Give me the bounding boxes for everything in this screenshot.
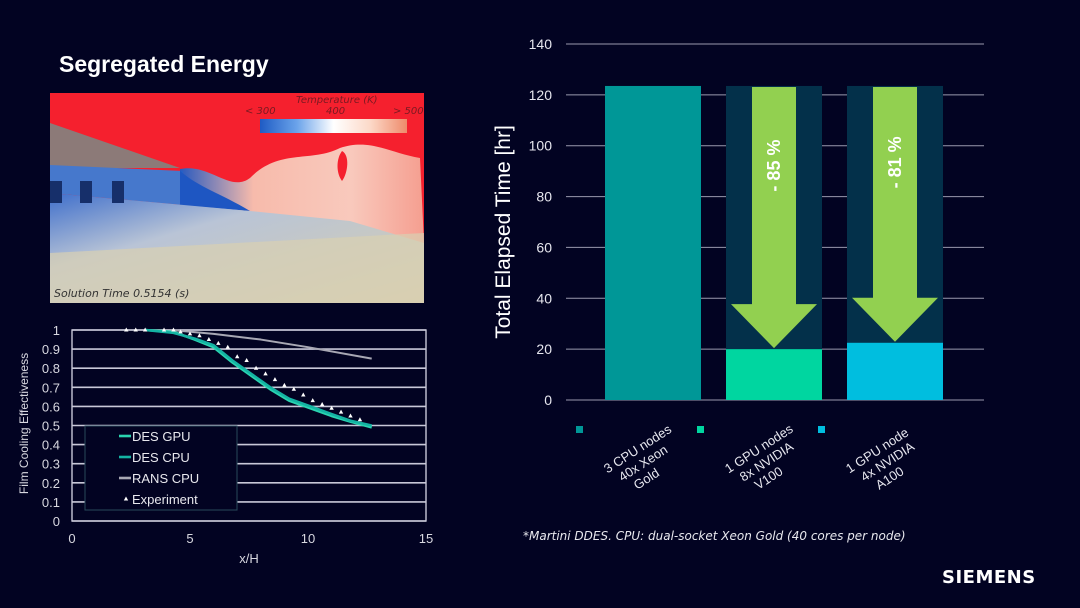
bar-3 — [847, 342, 943, 400]
experiment-point — [319, 401, 325, 406]
legend-label: DES CPU — [132, 450, 190, 465]
y-tick-label: 120 — [529, 87, 553, 103]
slide-title: Segregated Energy — [59, 51, 269, 77]
reduction-label: - 85 % — [764, 140, 784, 192]
x-tick-label: 0 — [68, 531, 75, 546]
y-tick-label: 0.4 — [42, 438, 60, 453]
experiment-point — [291, 386, 297, 391]
y-tick-label: 20 — [536, 341, 552, 357]
plot-frame — [71, 329, 427, 522]
experiment-point — [253, 365, 259, 370]
reduction-arrow — [731, 86, 817, 349]
simulation-image: Temperature (K) < 300 400 > 500 Solution… — [50, 93, 424, 303]
experiment-point — [216, 340, 221, 345]
legend: DES GPU DES CPU RANS CPU Experiment — [84, 425, 238, 511]
series-line-rans-cpu — [171, 329, 372, 360]
y-tick-label: 0.2 — [42, 476, 60, 491]
bar-1 — [605, 85, 701, 400]
colorbar-label-min: < 300 — [245, 106, 276, 117]
legend-marker — [123, 496, 129, 501]
experiment-point — [263, 371, 268, 376]
colorbar-title: Temperature (K) — [296, 95, 378, 106]
experiment-point — [142, 327, 148, 332]
legend-box — [84, 425, 238, 511]
y-tick-label: 0.3 — [42, 457, 60, 472]
experiment-point — [225, 344, 230, 349]
reduction-arrow — [852, 86, 938, 342]
y-tick-label: 60 — [536, 239, 552, 255]
x-tick-label: 10 — [301, 531, 315, 546]
y-tick-label: 0.1 — [42, 495, 60, 510]
legend-label: Experiment — [132, 492, 198, 507]
experiment-point — [282, 382, 287, 387]
experiment-point — [171, 327, 176, 332]
experiment-point — [244, 358, 249, 363]
legend-label: DES GPU — [132, 429, 191, 444]
y-tick-label: 80 — [536, 189, 552, 205]
legend-label: RANS CPU — [132, 471, 199, 486]
experiment-point — [348, 413, 353, 418]
colorbar-label-max: > 500 — [393, 106, 424, 117]
bar-2 — [726, 349, 822, 400]
experiment-point — [178, 329, 183, 334]
solution-time: Solution Time 0.5154 (s) — [54, 287, 190, 300]
experiment-point — [187, 331, 193, 336]
x-axis-label: x/H — [239, 551, 259, 566]
experiment-point — [133, 327, 138, 332]
siemens-logo: SIEMENS — [942, 567, 1036, 588]
y-tick-label: 0.7 — [42, 380, 60, 395]
experiment-point — [124, 327, 129, 332]
film-cooling-chart: 00.10.20.30.40.50.60.70.80.910 5 10 15x/HFi… — [17, 323, 433, 566]
y-tick-label: 140 — [529, 36, 553, 52]
experiment-point — [301, 392, 306, 397]
experiment-point — [310, 398, 315, 403]
y-tick-label: 100 — [529, 138, 553, 154]
category-swatch — [697, 426, 704, 433]
experiment-point — [235, 354, 240, 359]
y-tick-label: 0 — [544, 392, 552, 408]
y-axis-label: Total Elapsed Time [hr] — [492, 125, 515, 339]
y-tick-label: 0 — [53, 514, 60, 529]
experiment-point — [329, 405, 334, 410]
colorbar — [260, 119, 407, 133]
experiment-point — [206, 337, 212, 342]
experiment-point — [161, 327, 167, 332]
colorbar-label-mid: 400 — [326, 106, 346, 117]
experiment-point — [197, 333, 202, 338]
experiment-point — [338, 409, 344, 414]
reduction-label: - 81 % — [885, 136, 905, 188]
experiment-point — [357, 417, 363, 422]
x-tick-label: 5 — [186, 531, 193, 546]
y-tick-label: 0.6 — [42, 399, 60, 414]
category-swatch — [576, 426, 583, 433]
y-axis-label: Film Cooling Effectiveness — [17, 353, 31, 494]
y-tick-label: 40 — [536, 290, 552, 306]
category-swatch — [818, 426, 825, 433]
elapsed-time-chart: 0 20 40 60 80 100 120 140 Total Elapsed Time [hr… — [492, 36, 984, 493]
y-tick-label: 1 — [53, 323, 60, 338]
series-line-des-cpu — [145, 328, 373, 427]
y-tick-label: 0.8 — [42, 361, 60, 376]
experiment-point — [272, 377, 278, 382]
y-tick-label: 0.5 — [42, 419, 60, 434]
y-tick-label: 0.9 — [42, 342, 60, 357]
x-tick-label: 15 — [419, 531, 433, 546]
footnote: *Martini DDES. CPU: dual-socket Xeon Gol… — [523, 529, 906, 543]
